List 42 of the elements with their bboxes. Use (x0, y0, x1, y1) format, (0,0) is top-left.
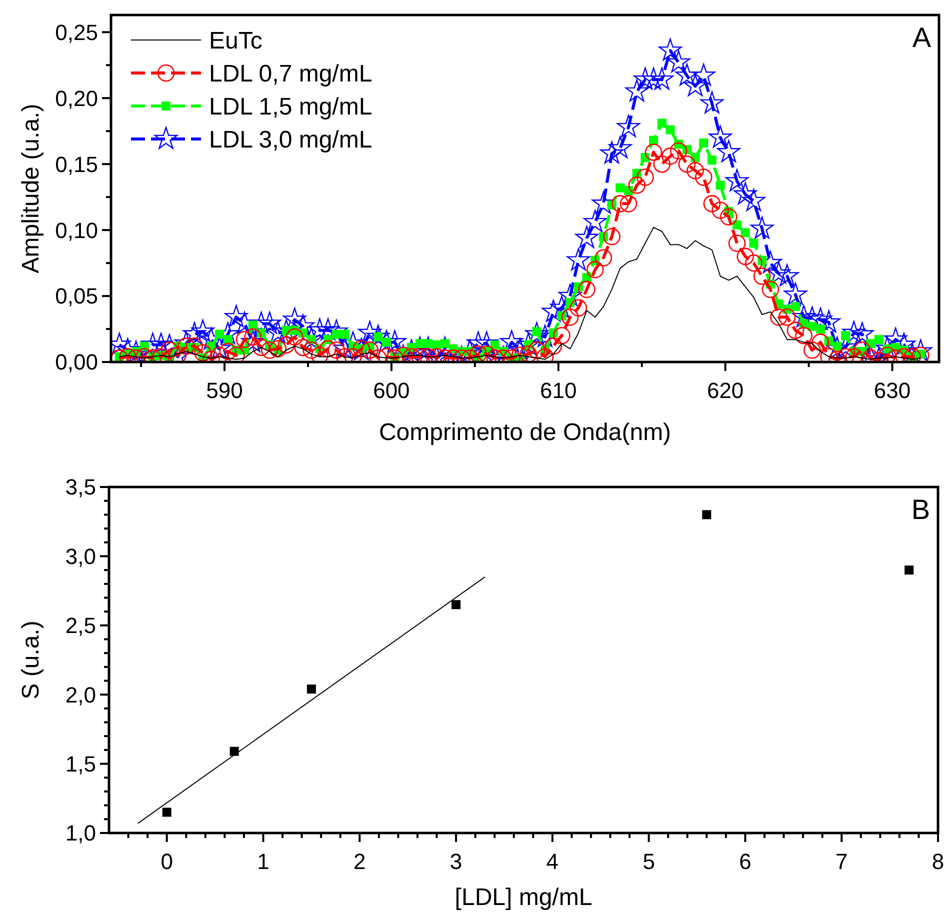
legend-label: EuTc (209, 27, 262, 54)
y-tick-label: 1,5 (65, 752, 96, 776)
y-tick-label: 2,0 (65, 682, 96, 708)
x-tick-label: 620 (706, 378, 744, 403)
legend-label: LDL 0,7 mg/mL (209, 60, 372, 88)
x-tick-label: 600 (373, 378, 410, 403)
y-tick-label: 3,0 (65, 544, 96, 569)
y-tick-label: 2,5 (65, 613, 96, 638)
x-tick-label: 4 (546, 849, 559, 874)
x-tick-label: 8 (932, 849, 944, 874)
point (162, 808, 172, 817)
y-tick-label: 0,20 (55, 86, 98, 111)
y-tick-label: 1,0 (65, 820, 96, 846)
x-tick-label: 610 (540, 378, 577, 403)
y-tick-label: 0,05 (55, 284, 98, 309)
point (230, 746, 239, 756)
y-axis-title: S (u.a.) (17, 620, 44, 700)
x-tick-label: 6 (739, 849, 752, 874)
x-axis-title: [LDL] mg/mL (454, 884, 592, 911)
point (702, 510, 712, 520)
x-tick-label: 3 (450, 849, 462, 874)
point (452, 600, 461, 610)
x-tick-label: 2 (354, 849, 366, 874)
x-tick-label: 0 (160, 849, 173, 874)
x-tick-label: 5 (642, 849, 655, 874)
x-tick-label: 590 (206, 378, 243, 403)
legend-label: LDL 3,0 mg/mL (209, 126, 372, 154)
point (904, 566, 914, 575)
y-tick-label: 0,25 (55, 20, 98, 45)
x-axis-title: Comprimento de Onda(nm) (378, 419, 672, 446)
x-tick-label: 1 (257, 849, 270, 874)
y-tick-label: 0,10 (55, 218, 98, 243)
annotation: A (912, 22, 932, 53)
y-axis-title: Amplitude (u.a.) (17, 104, 44, 274)
y-tick-label: 0,00 (55, 350, 98, 375)
y-tick-label: 0,15 (55, 152, 98, 177)
legend-label: LDL 1,5 mg/mL (209, 93, 372, 120)
y-tick-label: 3,5 (65, 474, 96, 500)
x-tick-label: 7 (835, 849, 848, 874)
x-tick-label: 630 (874, 378, 911, 403)
point (306, 684, 316, 694)
annotation: B (911, 494, 930, 525)
